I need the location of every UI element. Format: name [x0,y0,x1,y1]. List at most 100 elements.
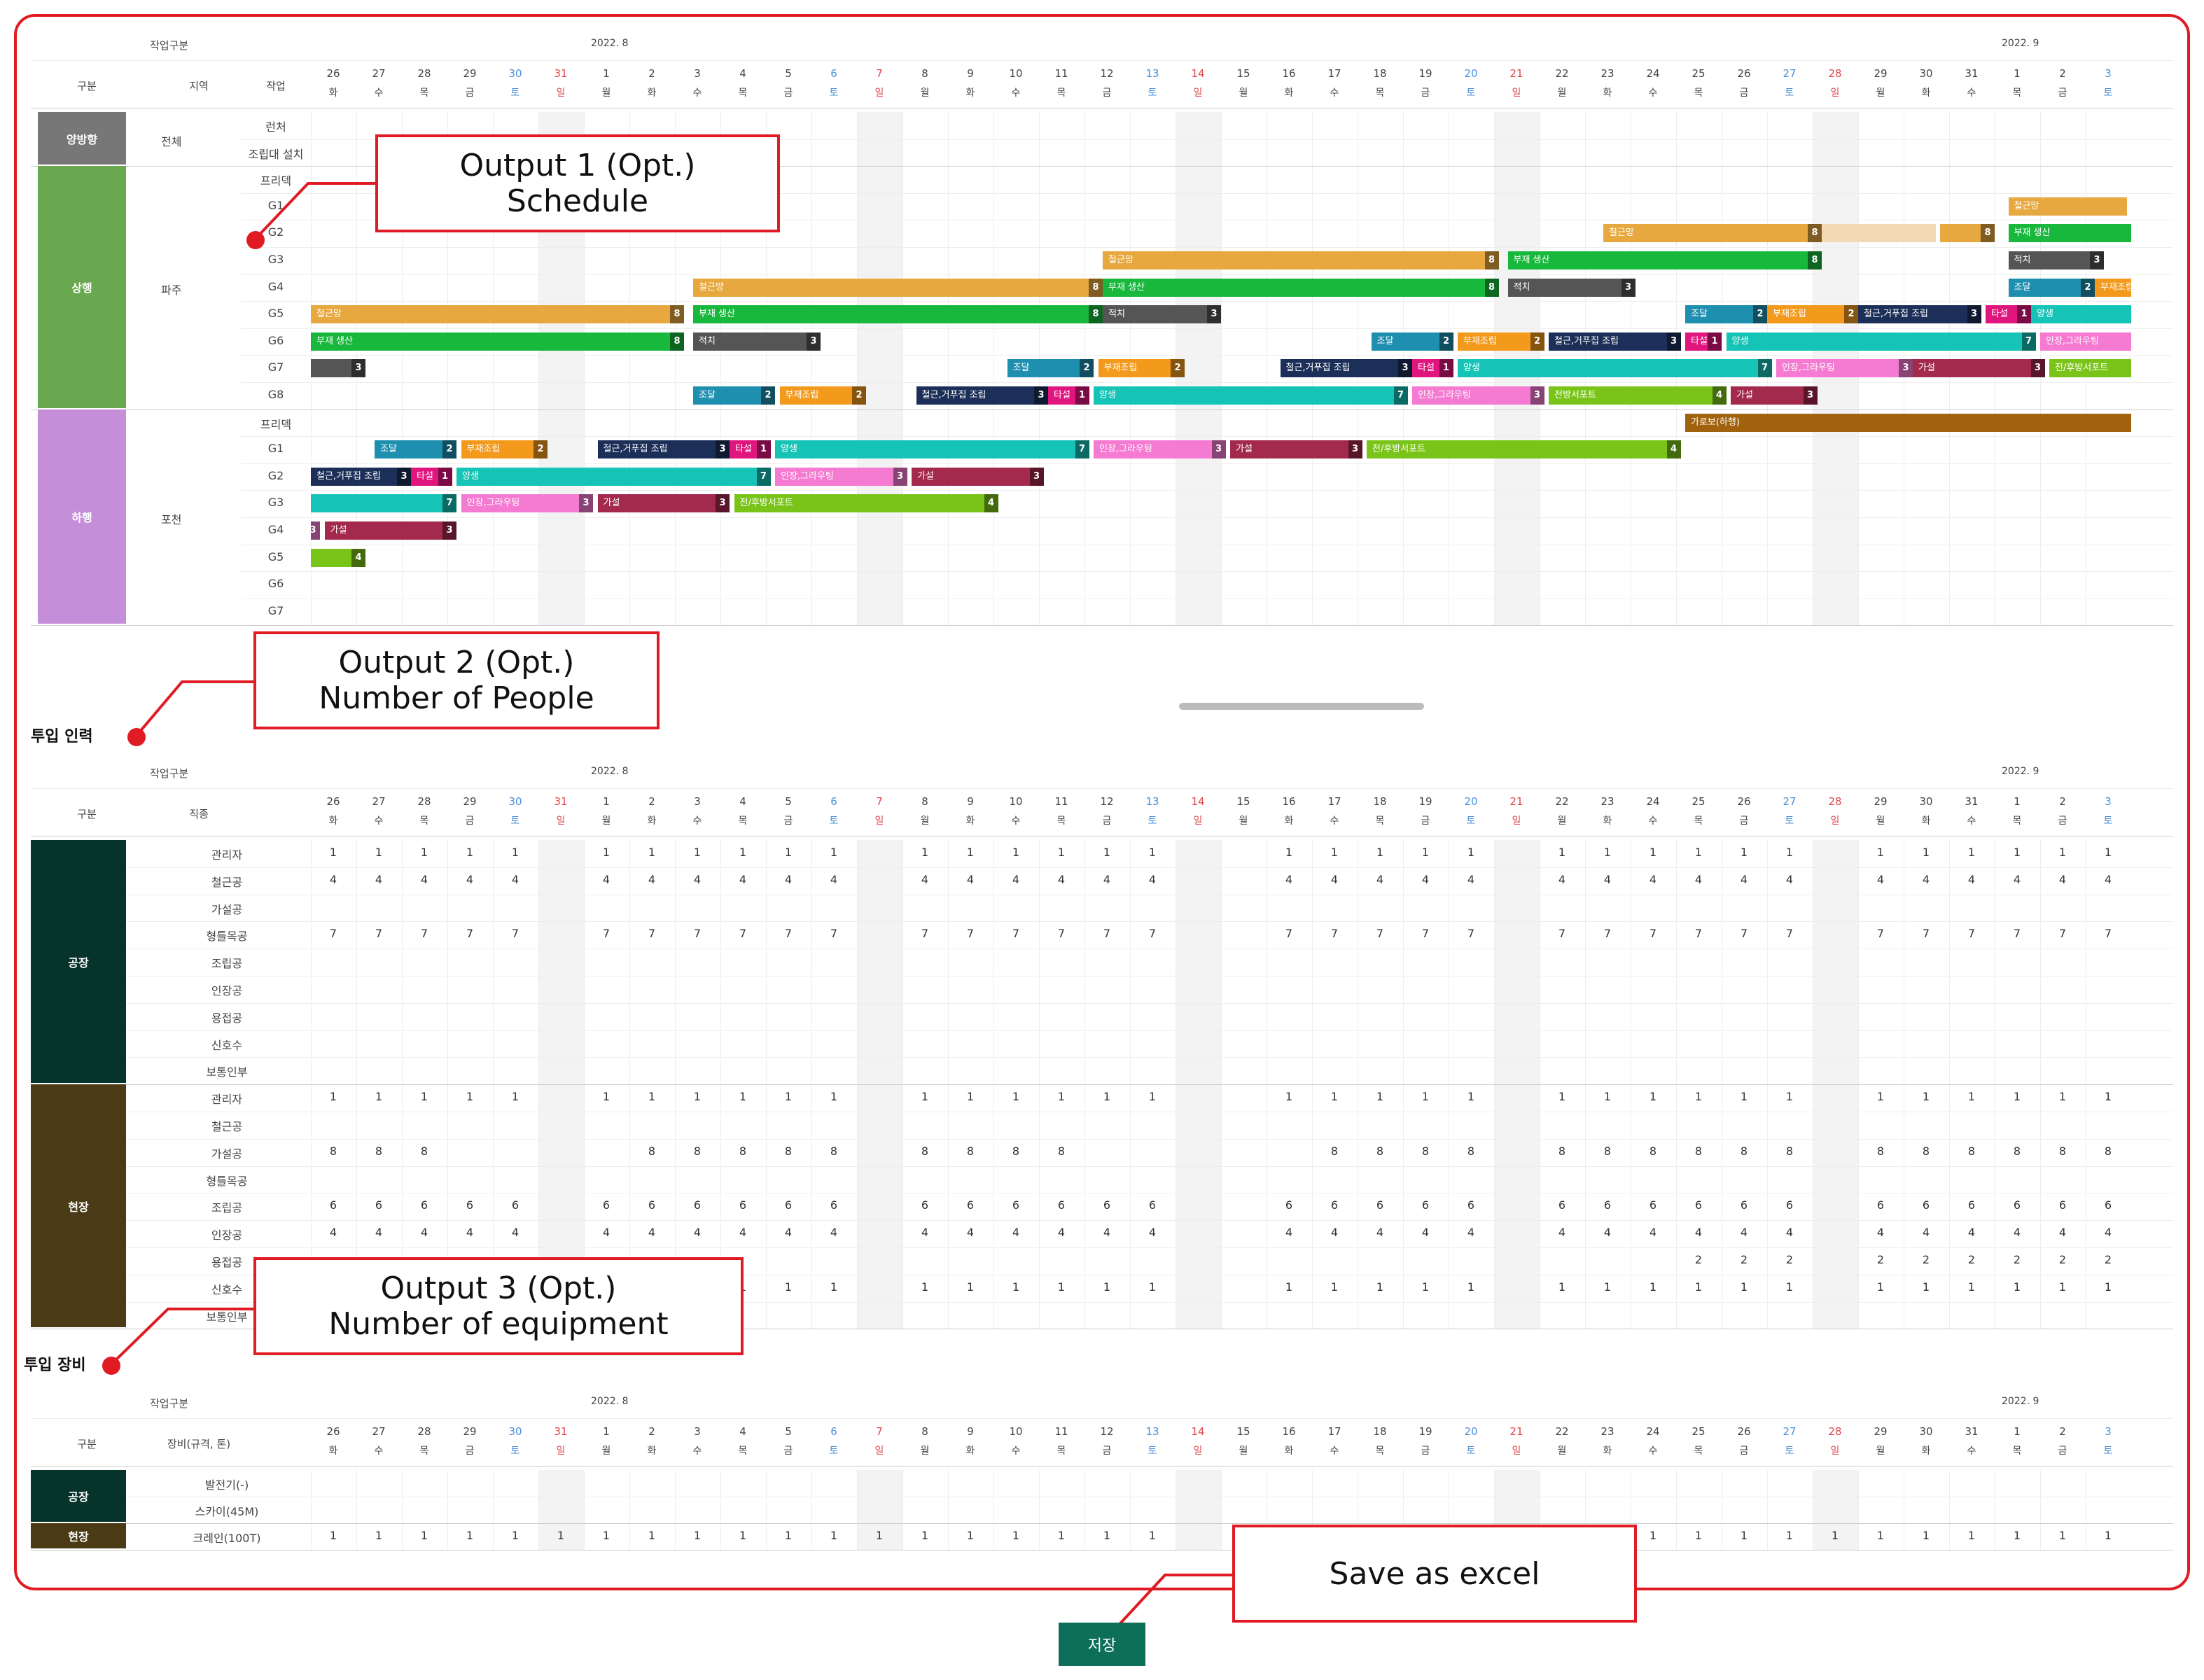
schedule-bar[interactable]: 양생 7 [1094,386,1408,405]
schedule-bar[interactable]: 타설 1 [1685,332,1722,351]
callout-people-line1: Output 2 (Opt.) [338,645,575,680]
schedule-bar[interactable]: 전/후방서포트 [2049,359,2131,378]
count-cell: 7 [1376,927,1384,941]
count-cell: 1 [648,1090,656,1104]
day-weekday: 화 [1284,816,1294,827]
schedule-bar[interactable]: 철근망 8 [1603,224,1822,243]
day-number: 5 [785,795,792,808]
schedule-bar-label: 철근,거푸집 조립 [1554,335,1619,346]
day-number: 18 [1373,1425,1387,1438]
schedule-bar[interactable]: 전방서포트 4 [1549,386,1727,405]
schedule-bar[interactable]: 가설 3 [597,494,730,513]
schedule-bar[interactable]: 부재조립 2 [1767,305,1858,324]
schedule-bar[interactable]: 부재 생산 [2008,224,2131,243]
schedule-bar[interactable]: 타설 1 [1986,305,2031,324]
schedule-bar[interactable]: 적치 3 [1103,305,1221,324]
count-cell: 4 [693,872,702,886]
count-cell: 1 [2058,1280,2067,1294]
count-cell: 4 [1057,872,1066,886]
schedule-bar[interactable]: 철근,거푸집 조립 3 [597,440,730,459]
schedule-bar[interactable]: 가설 3 [1230,440,1362,459]
day-weekday: 화 [1921,1446,1931,1457]
schedule-bar[interactable]: 가설 3 [1731,386,1818,405]
schedule-bar[interactable]: 타설 1 [411,467,452,486]
count-cell: 7 [1103,927,1111,941]
schedule-bar[interactable]: 철근,거푸집 조립 3 [311,467,411,486]
schedule-bar[interactable]: 가설 3 [912,467,1044,486]
count-cell: 8 [739,1144,747,1158]
schedule-bar[interactable]: 전/후방서포트 4 [734,494,998,513]
schedule-bar[interactable]: 철근,거푸집 조립 3 [916,386,1048,405]
schedule-bar[interactable] [1822,224,1936,243]
schedule-bar[interactable]: 부재조립 2 [1458,332,1544,351]
schedule-bar[interactable]: 부재조립 2 [779,386,866,405]
schedule-bar[interactable]: 가설 3 [324,522,456,540]
schedule-bar[interactable]: 조달 2 [1371,332,1453,351]
count-cell: 4 [2058,872,2067,886]
day-number: 18 [1373,67,1387,80]
horizontal-scrollbar[interactable] [1179,703,1424,710]
schedule-bar[interactable]: 철근망 [2008,197,2127,216]
schedule-bar[interactable]: 철근,거푸집 조립 3 [1280,359,1412,378]
schedule-bar[interactable]: 인장,그라우팅 3 [461,494,593,513]
schedule-bar[interactable]: 조달 2 [1007,359,1094,378]
count-cell: 6 [602,1198,611,1212]
schedule-bar[interactable]: 적치 3 [693,332,821,351]
schedule-bar[interactable]: 3 [311,359,365,378]
count-cell: 6 [784,1198,793,1212]
schedule-bar[interactable]: 부재조립 2 [1098,359,1185,378]
day-number: 9 [967,795,974,808]
schedule-bar[interactable]: 부재조립 [2095,278,2131,297]
schedule-bar[interactable]: 철근,거푸집 조립 3 [1549,332,1681,351]
schedule-bar-label: 타설 [1054,390,1070,400]
schedule-bar[interactable]: 인장,그라우팅 3 [1776,359,1913,378]
schedule-bar[interactable]: 전/후방서포트 4 [1367,440,1681,459]
schedule-bar[interactable]: 부재 생산 8 [1507,251,1822,270]
schedule-bar[interactable]: 8 [1940,224,1995,243]
schedule-bar[interactable]: 타설 1 [1412,359,1453,378]
schedule-bar[interactable]: 부재 생산 8 [693,305,1103,324]
schedule-bar[interactable]: 양생 7 [456,467,771,486]
schedule-bar[interactable]: 가로보(하행) [1685,413,2131,432]
schedule-bar[interactable]: 양생 7 [1458,359,1772,378]
schedule-bar[interactable]: 적치 3 [1507,278,1635,297]
count-cell: 4 [830,1226,838,1240]
schedule-bar[interactable]: 철근망 8 [693,278,1103,297]
day-weekday: 목 [419,816,429,827]
day-weekday: 화 [965,88,975,99]
schedule-bar[interactable]: 철근,거푸집 조립 3 [1858,305,1981,324]
schedule-bar[interactable]: 적치 3 [2008,251,2104,270]
schedule-bar[interactable]: 부재조립 2 [461,440,547,459]
schedule-bar[interactable]: 양생 [2031,305,2131,324]
schedule-bar[interactable]: 조달 2 [1685,305,1767,324]
schedule-bar[interactable]: 양생 7 [775,440,1089,459]
schedule-bar[interactable]: 타설 1 [1048,386,1089,405]
day-weekday: 수 [1967,88,1976,99]
schedule-bar[interactable]: 3 [311,522,320,540]
count-cell: 4 [1376,1226,1384,1240]
save-button[interactable]: 저장 [1059,1623,1145,1666]
row-name: 용접공 [211,1256,243,1269]
day-number: 17 [1327,67,1341,80]
section-line [31,166,2173,167]
schedule-bar[interactable]: 가설 3 [1913,359,2045,378]
schedule-bar[interactable]: 철근망 8 [311,305,684,324]
count-cell: 1 [966,1090,975,1104]
schedule-bar[interactable]: 인장,그라우팅 3 [1094,440,1226,459]
schedule-bar[interactable]: 조달 2 [375,440,456,459]
schedule-bar[interactable]: 철근망 8 [1103,251,1499,270]
schedule-bar[interactable]: 인장,그라우팅 [2040,332,2131,351]
schedule-bar[interactable]: 부재 생산 8 [1103,278,1499,297]
schedule-bar[interactable]: 조달 2 [693,386,775,405]
day-number: 25 [1692,1425,1706,1438]
day-number: 15 [1236,1425,1250,1438]
schedule-bar[interactable]: 7 [311,494,456,513]
schedule-bar[interactable]: 부재 생산 8 [311,332,684,351]
schedule-bar[interactable]: 타설 1 [730,440,771,459]
schedule-bar[interactable]: 인장,그라우팅 3 [775,467,907,486]
schedule-bar[interactable]: 양생 7 [1726,332,2036,351]
schedule-bar[interactable]: 4 [311,548,365,567]
schedule-bar[interactable]: 조달 2 [2008,278,2095,297]
day-number: 31 [554,795,568,808]
schedule-bar[interactable]: 인장,그라우팅 3 [1412,386,1544,405]
